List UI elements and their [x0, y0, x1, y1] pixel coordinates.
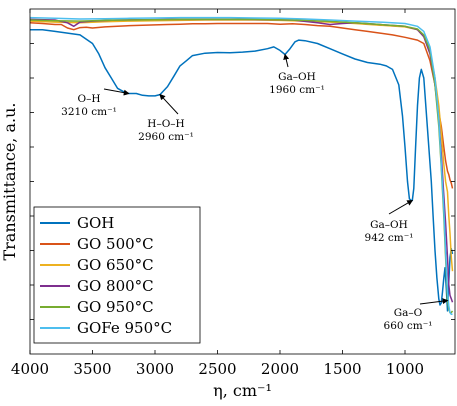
series-line-5 [29, 16, 453, 316]
annotation-label: Ga–OH [278, 71, 316, 83]
y-axis-ticks [30, 43, 455, 320]
annotation-label: Ga–O [394, 307, 423, 319]
annotation-label: Ga–OH [370, 219, 408, 231]
annotation-wavenumber: 3210 cm⁻¹ [61, 106, 117, 118]
legend-entry: GO 950°C [77, 298, 154, 316]
series-group [29, 16, 454, 316]
legend-entry: GO 800°C [77, 277, 154, 295]
x-tick-label: 1500 [323, 360, 361, 378]
annotation-arrow [103, 88, 130, 96]
legend-entry: GO 500°C [77, 235, 154, 253]
annotation-label: O–H [77, 93, 100, 105]
series-line-0 [30, 28, 454, 312]
x-axis-ticks: 4000 3500 3000 2500 2000 1500 1000 [11, 9, 424, 378]
x-tick-label: 3500 [73, 360, 111, 378]
y-axis-label: Transmittance, a.u. [0, 103, 19, 261]
x-tick-label: 2000 [261, 360, 299, 378]
legend: GOH GO 500°C GO 650°C GO 800°C GO 950°C GOFe … [33, 206, 201, 344]
legend-entry: GOH [77, 214, 114, 232]
annotation-arrow [388, 199, 414, 215]
legend-box [33, 206, 201, 344]
legend-entry: GOFe 950°C [77, 319, 172, 337]
x-tick-label: 2500 [198, 360, 236, 378]
x-tick-label: 1000 [386, 360, 424, 378]
annotation-wavenumber: 2960 cm⁻¹ [138, 131, 194, 143]
annotation-wavenumber: 660 cm⁻¹ [384, 320, 433, 332]
annotation-arrow [419, 298, 449, 305]
annotation-label: H–O–H [147, 118, 184, 130]
x-axis-label: η, cm⁻¹ [213, 381, 272, 400]
annotation-arrow [159, 93, 179, 115]
x-tick-label: 4000 [11, 360, 49, 378]
x-tick-label: 3000 [136, 360, 174, 378]
annotation-wavenumber: 1960 cm⁻¹ [269, 84, 325, 96]
annotation-arrow [283, 53, 290, 68]
legend-entry: GO 650°C [77, 256, 154, 274]
annotation-wavenumber: 942 cm⁻¹ [365, 232, 414, 244]
